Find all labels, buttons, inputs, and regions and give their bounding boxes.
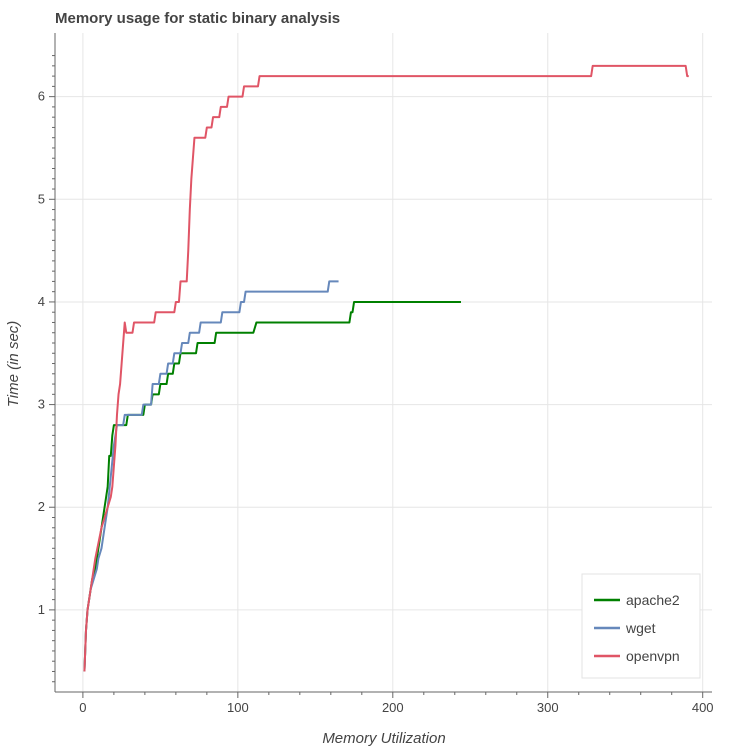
- series-line-openvpn: [83, 64, 689, 672]
- y-tick-label: 5: [38, 191, 45, 206]
- y-axis-label: Time (in sec): [5, 321, 22, 408]
- x-tick-label: 100: [227, 700, 249, 715]
- series-lines: [83, 64, 689, 672]
- legend-label-openvpn: openvpn: [626, 648, 680, 664]
- x-axis-label: Memory Utilization: [322, 730, 445, 747]
- y-tick-label: 1: [38, 602, 45, 617]
- y-tick-label: 3: [38, 397, 45, 412]
- x-tick-label: 0: [79, 700, 86, 715]
- series-line-apache2: [83, 300, 461, 672]
- chart-title: Memory usage for static binary analysis: [55, 10, 340, 27]
- y-tick-label: 4: [38, 294, 45, 309]
- series-line-wget: [83, 280, 339, 672]
- x-tick-label: 400: [692, 700, 714, 715]
- x-tick-label: 200: [382, 700, 404, 715]
- x-tick-label: 300: [537, 700, 559, 715]
- legend-label-wget: wget: [625, 620, 656, 636]
- y-tick-label: 6: [38, 89, 45, 104]
- legend-box: [581, 573, 701, 679]
- y-tick-label: 2: [38, 499, 45, 514]
- legend: apache2 wget openvpn: [581, 573, 701, 679]
- legend-label-apache2: apache2: [626, 592, 680, 608]
- axes: 0 100 200 300 400 1 2 3 4 5 6: [38, 33, 714, 715]
